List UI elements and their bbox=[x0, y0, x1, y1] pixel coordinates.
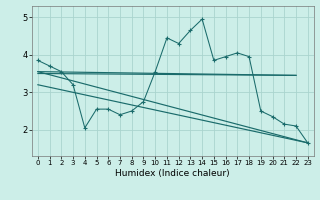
X-axis label: Humidex (Indice chaleur): Humidex (Indice chaleur) bbox=[116, 169, 230, 178]
